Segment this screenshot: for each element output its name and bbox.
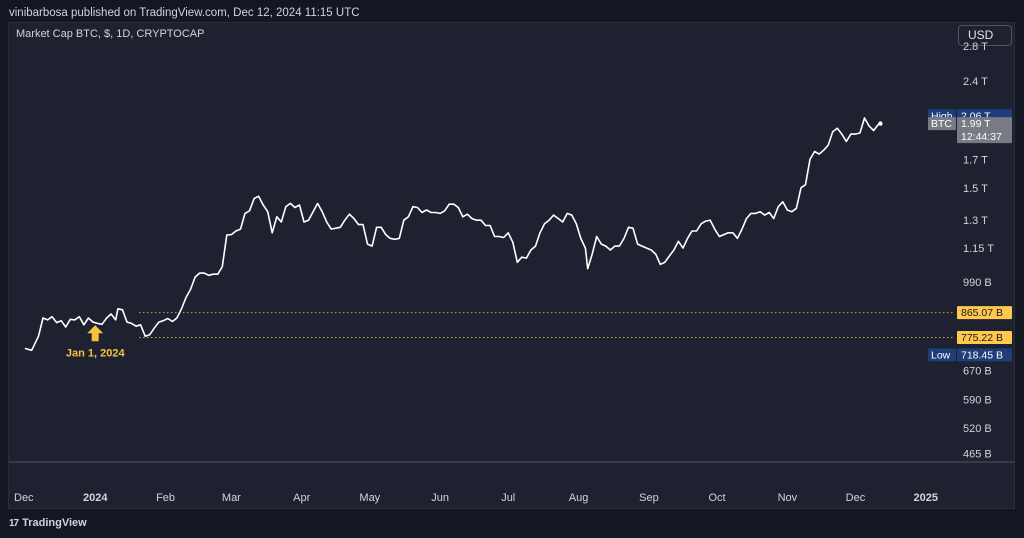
price-label-bg-1 xyxy=(957,117,1012,144)
price-label-bg-3 xyxy=(957,331,1012,345)
tradingview-logo-icon: 17 xyxy=(9,517,19,529)
x-tick-label-13: 2025 xyxy=(914,492,938,504)
y-tick-label-6: 1.3 T xyxy=(963,215,988,227)
y-tick-label-10: 2.8 T xyxy=(963,41,988,53)
price-line xyxy=(24,117,881,352)
annotation-label-0: Jan 1, 2024 xyxy=(66,347,126,359)
price-label-value-3: 775.22 B xyxy=(961,332,1003,344)
y-tick-label-5: 1.15 T xyxy=(963,243,994,255)
y-tick-label-2: 590 B xyxy=(963,395,992,407)
chart-frame[interactable] xyxy=(8,22,1015,509)
x-tick-label-11: Nov xyxy=(778,492,798,504)
price-label-tag-4: Low xyxy=(931,349,951,361)
publisher-line: vinibarbosa published on TradingView.com… xyxy=(9,7,360,19)
x-tick-label-9: Sep xyxy=(639,492,659,504)
x-tick-label-7: Jul xyxy=(501,492,515,504)
tradingview-logo[interactable]: 17 TradingView xyxy=(9,517,87,529)
price-label-bg-4 xyxy=(957,348,1012,362)
x-tick-label-8: Aug xyxy=(569,492,589,504)
y-tick-label-7: 1.5 T xyxy=(963,183,988,195)
y-tick-label-1: 520 B xyxy=(963,423,992,435)
price-label-value-1: 1.99 T xyxy=(961,118,991,130)
price-label-sublabel-1: 12:44:37 xyxy=(961,131,1002,143)
symbol-title: Market Cap BTC, $, 1D, CRYPTOCAP xyxy=(16,28,205,40)
y-tick-label-0: 465 B xyxy=(963,449,992,461)
y-tick-label-4: 990 B xyxy=(963,277,992,289)
x-tick-label-4: Apr xyxy=(293,492,310,504)
x-tick-label-0: Dec xyxy=(14,492,34,504)
arrow-up-icon xyxy=(87,325,104,342)
y-tick-label-9: 2.4 T xyxy=(963,76,988,88)
y-tick-label-8: 1.7 T xyxy=(963,154,988,166)
price-label-tag-1: BTC xyxy=(931,118,952,130)
x-tick-label-2: Feb xyxy=(156,492,175,504)
x-tick-label-6: Jun xyxy=(431,492,449,504)
x-tick-label-12: Dec xyxy=(846,492,866,504)
price-label-value-2: 865.07 B xyxy=(961,307,1003,319)
x-tick-label-5: May xyxy=(359,492,380,504)
price-label-tag-bg-4 xyxy=(928,348,956,362)
currency-button[interactable]: USD xyxy=(958,25,1012,46)
x-tick-label-3: Mar xyxy=(222,492,241,504)
price-label-bg-2 xyxy=(957,306,1012,320)
x-tick-label-10: Oct xyxy=(708,492,725,504)
x-tick-label-1: 2024 xyxy=(83,492,108,504)
y-tick-label-3: 670 B xyxy=(963,366,992,378)
price-label-value-4: 718.45 B xyxy=(961,349,1003,361)
tradingview-brand-name: TradingView xyxy=(22,517,87,529)
price-label-tag-bg-1 xyxy=(928,117,956,131)
last-price-dot xyxy=(878,121,883,126)
